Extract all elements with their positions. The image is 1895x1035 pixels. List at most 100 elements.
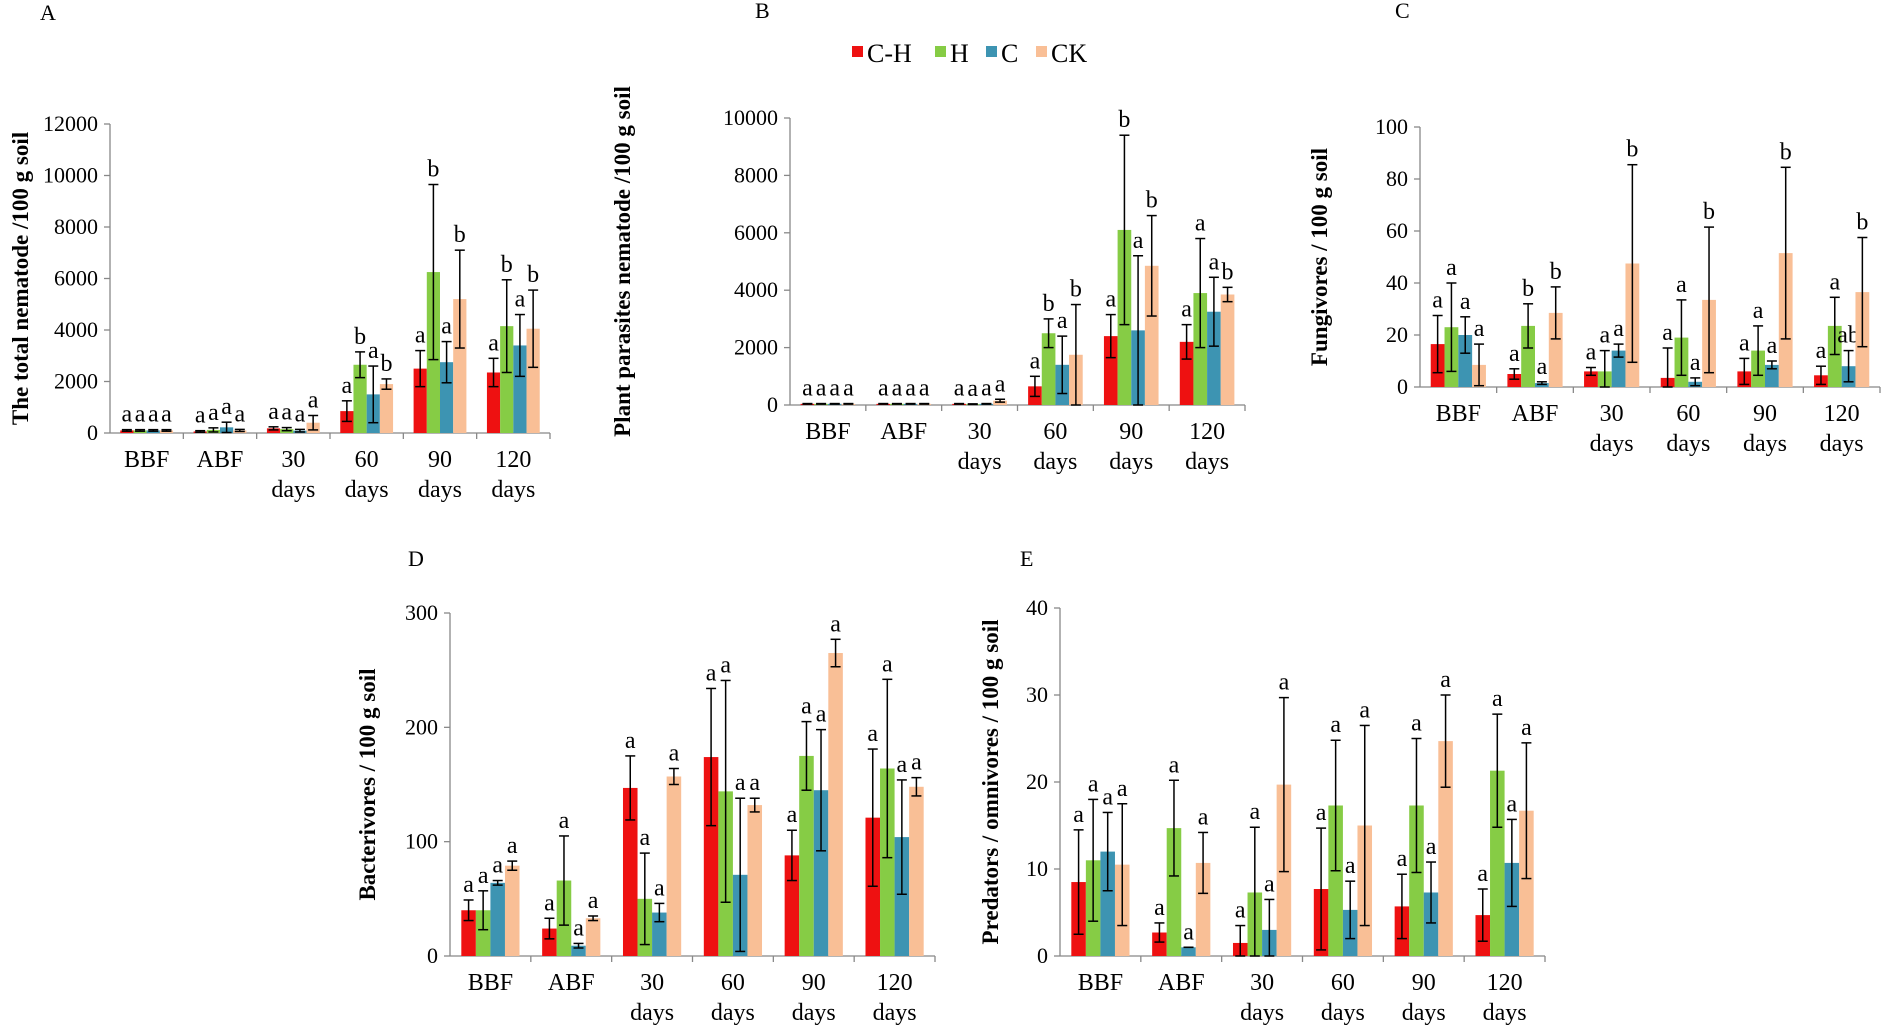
significance-label: b [1522,276,1534,302]
y-axis-title-e: Predators / omnivores / 100 g soil [978,620,1003,945]
significance-label: a [234,401,245,427]
significance-label: a [1474,316,1485,342]
bar-c [894,837,910,956]
significance-label: b [527,262,539,288]
x-category-label: 120 [877,970,913,996]
x-category-label: ABF [1512,401,1559,427]
significance-label: a [441,314,452,340]
legend-swatch-c [986,46,997,57]
significance-label: a [867,721,878,747]
x-category-label: 90 [1753,401,1777,427]
significance-label: a [1359,697,1370,723]
significance-label: a [749,770,760,796]
bar-h [799,755,814,956]
bar-h [500,326,514,433]
x-category-label: days [792,1000,836,1026]
significance-label: a [1235,898,1246,924]
bar-c [440,362,454,433]
panel-letter-c: C [1395,0,1410,23]
x-category-label: 120 [1487,970,1523,996]
significance-label: a [981,376,992,402]
significance-label: a [1599,323,1610,349]
y-tick-label: 2000 [54,369,98,394]
significance-label: a [195,403,206,429]
significance-label: a [1316,800,1327,826]
bar-c-h [266,428,281,433]
bar-ck [379,384,394,433]
legend-label-h: H [950,39,969,68]
x-category-label: BBF [124,447,169,473]
bar-ck [1438,741,1453,956]
significance-label: a [1753,298,1764,324]
significance-label: b [1703,199,1715,225]
significance-label: a [1105,287,1116,313]
x-category-label: 60 [355,447,379,473]
significance-label: a [295,401,306,427]
bar-h [1827,325,1842,387]
significance-label: a [308,387,319,413]
bar-c-h [413,368,427,433]
bar-c-h [1507,374,1522,387]
significance-label: a [1181,297,1192,323]
x-category-label: ABF [880,419,927,445]
x-category-label: days [1240,1000,1284,1026]
bar-c-h [703,757,719,956]
significance-label: a [1507,791,1518,817]
significance-label: a [967,376,978,402]
significance-label: a [720,652,731,678]
y-tick-label: 8000 [54,214,98,239]
significance-label: a [706,660,717,686]
x-category-label: days [271,477,315,503]
significance-label: a [135,402,146,428]
bar-c [1181,947,1196,956]
significance-label: b [501,252,513,278]
x-category-label: days [1483,1000,1527,1026]
x-category-label: BBF [1436,401,1481,427]
significance-label: a [1477,861,1488,887]
x-category-label: 60 [1331,970,1355,996]
significance-label: a [1432,288,1443,314]
bar-h [880,768,895,956]
x-category-label: 30 [968,419,992,445]
significance-label: a [625,728,636,754]
significance-label: a [1249,799,1260,825]
x-category-label: 60 [1043,419,1067,445]
significance-label: b [354,324,366,350]
significance-label: b [1118,107,1130,133]
significance-label: a [161,402,172,428]
bar-h [1521,325,1535,387]
significance-label: a [1411,711,1422,737]
y-axis-title-c: Fungivores / 100 g soil [1307,148,1332,366]
x-category-label: 90 [802,970,826,996]
x-category-label: 30 [281,447,305,473]
significance-label: a [882,651,893,677]
y-tick-label: 0 [427,943,438,968]
legend: C-H H C CK [852,39,1087,68]
bar-ck [1519,810,1534,956]
significance-label: a [342,373,353,399]
y-tick-label: 0 [1037,943,1048,968]
bar-ck [1548,312,1563,387]
legend-label-ck: CK [1051,39,1087,68]
bar-h [1041,333,1056,405]
legend-swatch-c-h [852,46,863,57]
panel-letter-a: A [40,0,56,25]
x-category-label: 30 [1250,970,1274,996]
x-category-label: 120 [495,447,531,473]
significance-label: a [268,399,279,425]
significance-label: a [1133,228,1144,254]
significance-label: a [1586,340,1597,366]
y-axis-title-a: The total nematode /100 g soil [8,132,33,425]
significance-label: a [802,376,813,402]
significance-label: a [1446,255,1457,281]
y-tick-label: 40 [1386,270,1408,295]
y-tick-label: 8000 [734,162,778,187]
significance-label: a [919,376,930,402]
bar-c [652,912,667,956]
x-category-label: days [958,449,1002,475]
significance-label: a [1492,686,1503,712]
x-category-label: 90 [428,447,452,473]
bar-h [1328,805,1343,956]
significance-label: a [148,402,159,428]
